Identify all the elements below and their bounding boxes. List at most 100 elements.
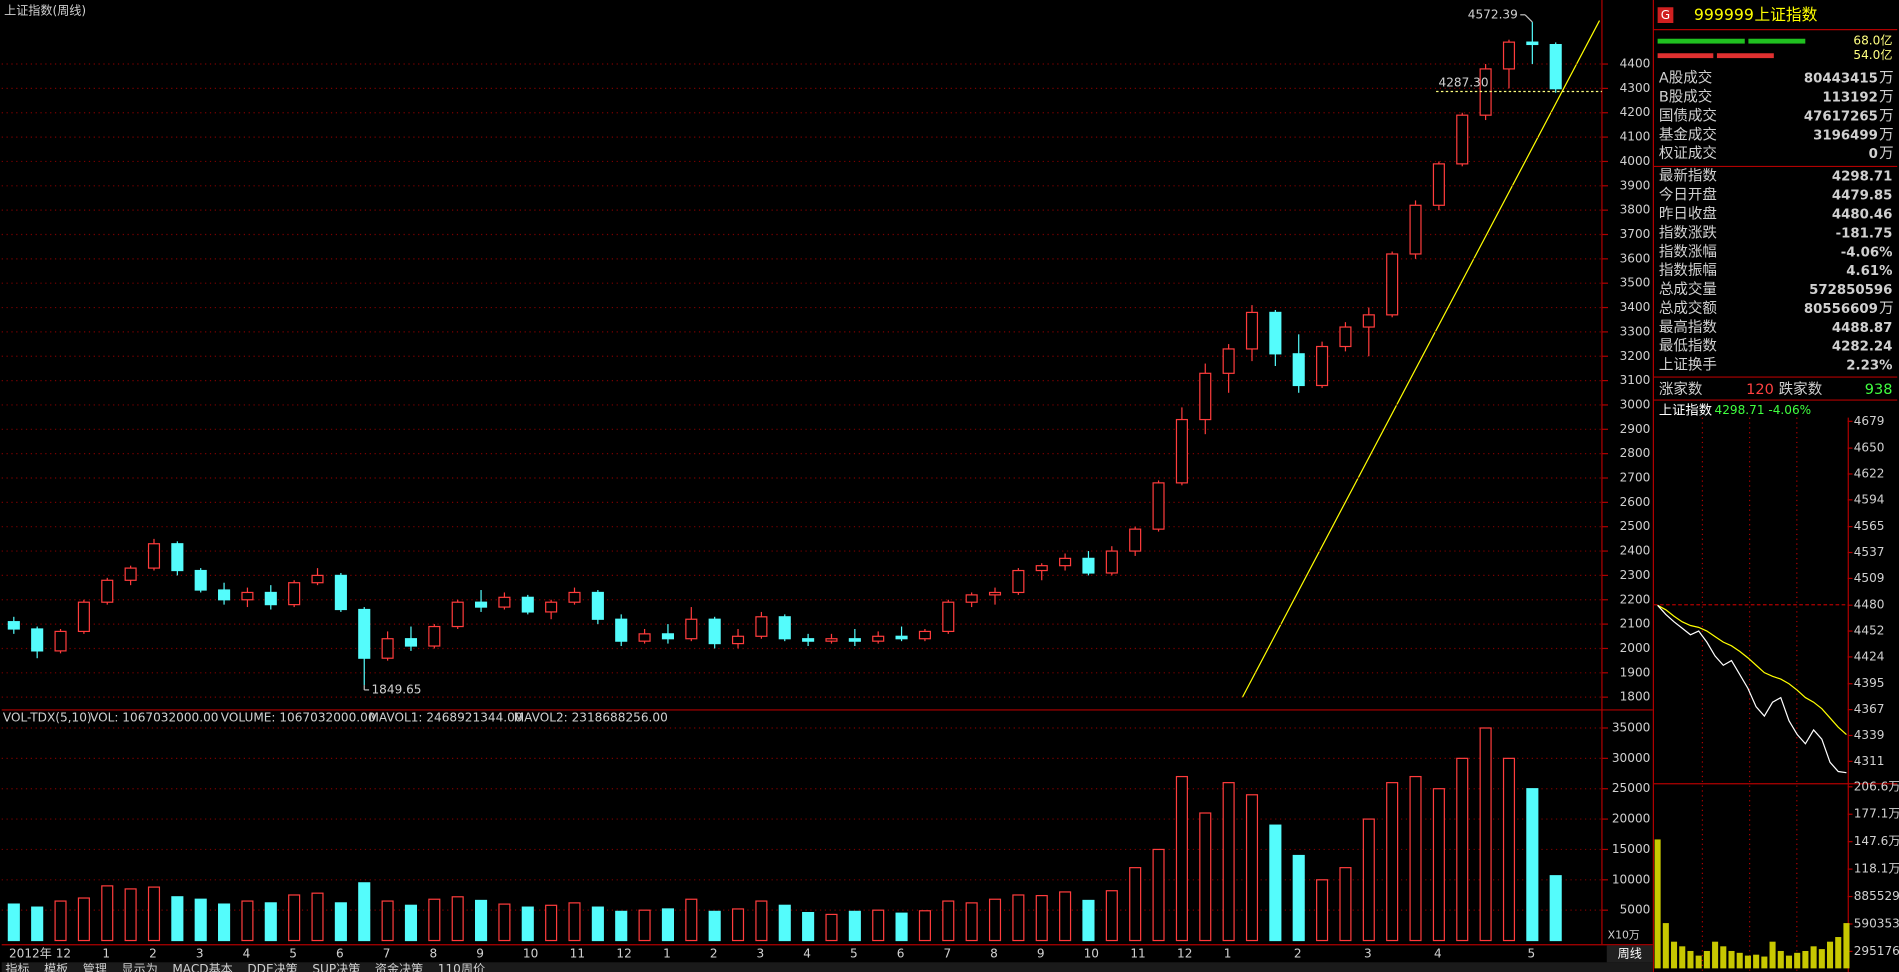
candle-body — [241, 591, 254, 601]
intraday-volume — [1679, 946, 1686, 969]
volume-bar — [918, 910, 931, 942]
y-tick-label: 3600 — [1620, 251, 1651, 265]
y-tick-label: 20000 — [1612, 812, 1650, 826]
y-tick-label: 2100 — [1620, 617, 1651, 631]
volume-bar — [194, 898, 207, 942]
tab[interactable]: MACD基本 — [172, 962, 232, 972]
volume-bar — [895, 912, 908, 942]
volume-bar — [825, 913, 838, 942]
y-tick-label: 4565 — [1854, 519, 1885, 533]
volume-bar — [241, 900, 254, 942]
row-value: 47617265 — [1804, 109, 1878, 124]
tab[interactable]: 模板 — [44, 962, 68, 972]
row-label: 今日开盘 — [1659, 186, 1717, 204]
row-label: 总成交量 — [1659, 280, 1717, 298]
period[interactable]: 周线 — [1618, 946, 1642, 960]
tab[interactable]: 显示为 — [122, 962, 158, 972]
candle-body — [147, 543, 161, 569]
x-tick-label: 1 — [102, 946, 110, 960]
row-value: 3196499 — [1813, 128, 1878, 143]
x-tick-label: 12 — [56, 946, 71, 960]
intraday-line — [1657, 604, 1847, 774]
y-tick-label: 2900 — [1620, 422, 1651, 436]
candle-body — [1152, 482, 1165, 530]
volume-bar — [1129, 867, 1142, 942]
y-tick-label: 4339 — [1854, 728, 1885, 742]
candle-body — [521, 596, 534, 613]
tab[interactable]: DDE决策 — [247, 962, 297, 972]
tab[interactable]: 110周价 — [438, 962, 485, 972]
amount-bar — [1657, 53, 1714, 59]
y-tick-label: 2200 — [1620, 592, 1651, 606]
intraday-volume — [1827, 941, 1834, 969]
volume-bar — [1199, 812, 1212, 942]
x-tick-label: 1 — [1224, 946, 1232, 960]
intraday-volume — [1769, 941, 1776, 969]
y-tick-label: 4395 — [1854, 676, 1885, 690]
candle-body — [848, 638, 861, 642]
candle-body — [685, 618, 698, 640]
x-tick-label: 5 — [850, 946, 858, 960]
volume-bar — [755, 900, 768, 942]
candle-body — [311, 574, 324, 584]
volume-bar — [685, 898, 698, 942]
y-tick-label: 3200 — [1620, 349, 1651, 363]
row-label: 最低指数 — [1659, 338, 1718, 355]
volume-bar — [708, 910, 721, 942]
y-tick-label: 3500 — [1620, 276, 1651, 290]
y-tick-label: 3700 — [1620, 227, 1651, 241]
row-value: 2.23% — [1846, 359, 1892, 374]
volume-bar — [474, 899, 488, 942]
intraday-volume — [1761, 956, 1768, 969]
y-tick-label: 4100 — [1620, 130, 1651, 144]
tab-bar — [1, 962, 1653, 972]
x-tick-label: 10 — [1084, 946, 1099, 960]
candle-body — [498, 596, 511, 608]
tab[interactable]: 资金决策 — [375, 961, 423, 972]
tab[interactable]: 管理 — [83, 961, 107, 972]
intraday-volume — [1654, 839, 1661, 969]
volume-bar — [1105, 890, 1118, 942]
volume-bar — [988, 898, 1002, 942]
intraday-volume — [1744, 955, 1751, 969]
period-box[interactable] — [1606, 945, 1653, 963]
y-tick-label: 1900 — [1620, 665, 1651, 679]
x-tick-label: 7 — [943, 946, 951, 960]
intraday-volume — [1802, 950, 1809, 969]
y-tick-label: 4509 — [1854, 571, 1885, 585]
candle-body — [545, 601, 558, 613]
x-tick-label: 4 — [243, 946, 251, 960]
volume-bar — [404, 904, 418, 942]
candle-body — [1502, 41, 1516, 70]
y-tick-label: 4311 — [1854, 754, 1885, 768]
volume-bar — [1526, 788, 1539, 942]
y-tick-label: 206.6万 — [1854, 779, 1899, 793]
y-tick-label: 1800 — [1620, 690, 1651, 704]
volume-bar — [568, 902, 581, 942]
volume-bar — [872, 909, 885, 942]
candle-body — [825, 638, 838, 642]
x-tick-label: 12 — [1177, 946, 1192, 960]
breadth-label: 涨家数 — [1659, 381, 1703, 398]
bar-label: 54.0亿 — [1853, 47, 1892, 62]
intraday-volume — [1671, 941, 1678, 969]
intraday-volume — [1810, 946, 1817, 969]
volume-bar — [1502, 757, 1516, 942]
intraday-volume — [1712, 941, 1719, 969]
candle-body — [1082, 557, 1095, 574]
y-tick-label: 3000 — [1620, 397, 1651, 411]
volume-bar — [1432, 788, 1445, 942]
x-tick-label: 6 — [897, 946, 905, 960]
x-tick-label: 3 — [757, 946, 765, 960]
candle-body — [1292, 353, 1305, 387]
y-tick-label: 3300 — [1620, 324, 1651, 338]
tab[interactable]: 指标 — [5, 961, 29, 972]
volume-bar — [1059, 891, 1072, 942]
candle-body — [334, 574, 347, 611]
tab[interactable]: SUP决策 — [312, 962, 360, 972]
intraday-volume — [1818, 949, 1825, 969]
candle-body — [918, 630, 931, 640]
row-value: 4479.85 — [1832, 189, 1893, 204]
volume-bar — [731, 908, 745, 942]
